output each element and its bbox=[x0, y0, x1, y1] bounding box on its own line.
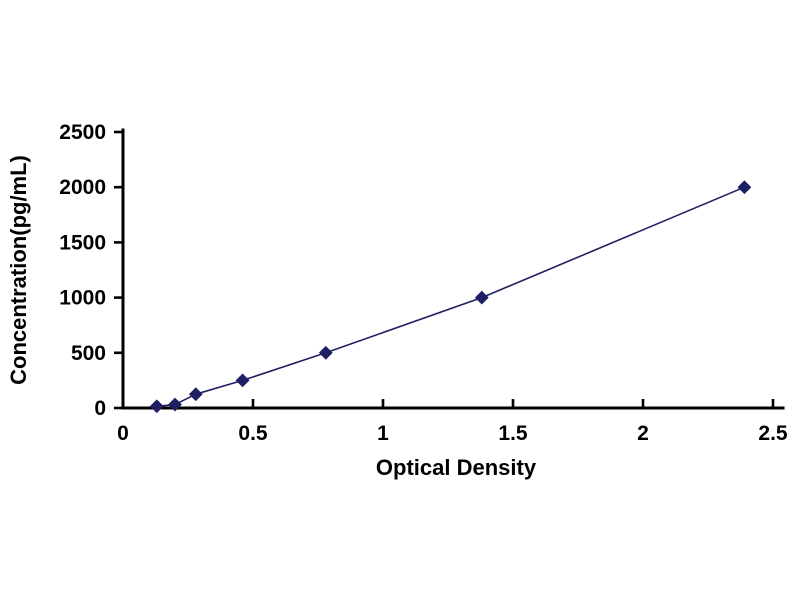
data-point-marker bbox=[318, 345, 333, 360]
x-axis-tick-label: 1.5 bbox=[498, 422, 528, 445]
x-axis-tick-label: 1 bbox=[377, 422, 389, 445]
x-axis-tick-label: 2 bbox=[637, 422, 649, 445]
y-axis-title: Concentration(pg/mL) bbox=[6, 155, 31, 385]
x-axis-title: Optical Density bbox=[376, 455, 537, 480]
data-series-group bbox=[149, 180, 752, 414]
x-axis-tick-labels: 0 0.5 1 1.5 2 2.5 bbox=[117, 422, 788, 445]
data-point-marker bbox=[474, 290, 489, 305]
x-axis-ticks bbox=[121, 399, 775, 408]
y-axis-tick-label: 500 bbox=[71, 342, 106, 365]
y-axis-tick-label: 1000 bbox=[59, 287, 106, 310]
x-axis-tick-label: 0 bbox=[117, 422, 129, 445]
data-point-marker bbox=[188, 387, 203, 402]
y-axis-tick-label: 2500 bbox=[59, 121, 106, 144]
y-axis-tick-label: 2000 bbox=[59, 176, 106, 199]
data-point-marker bbox=[168, 397, 182, 412]
x-axis-tick-label: 2.5 bbox=[758, 422, 788, 445]
data-point-marker bbox=[737, 180, 752, 195]
y-axis-tick-label: 1500 bbox=[59, 231, 106, 254]
y-axis-ticks bbox=[114, 130, 123, 410]
y-axis-tick-label: 0 bbox=[94, 397, 106, 420]
data-point-marker bbox=[235, 373, 250, 388]
x-axis-tick-label: 0.5 bbox=[238, 422, 268, 445]
y-axis-tick-labels: 0 500 1000 1500 2000 2500 bbox=[59, 121, 106, 420]
data-point-marker bbox=[149, 399, 164, 414]
